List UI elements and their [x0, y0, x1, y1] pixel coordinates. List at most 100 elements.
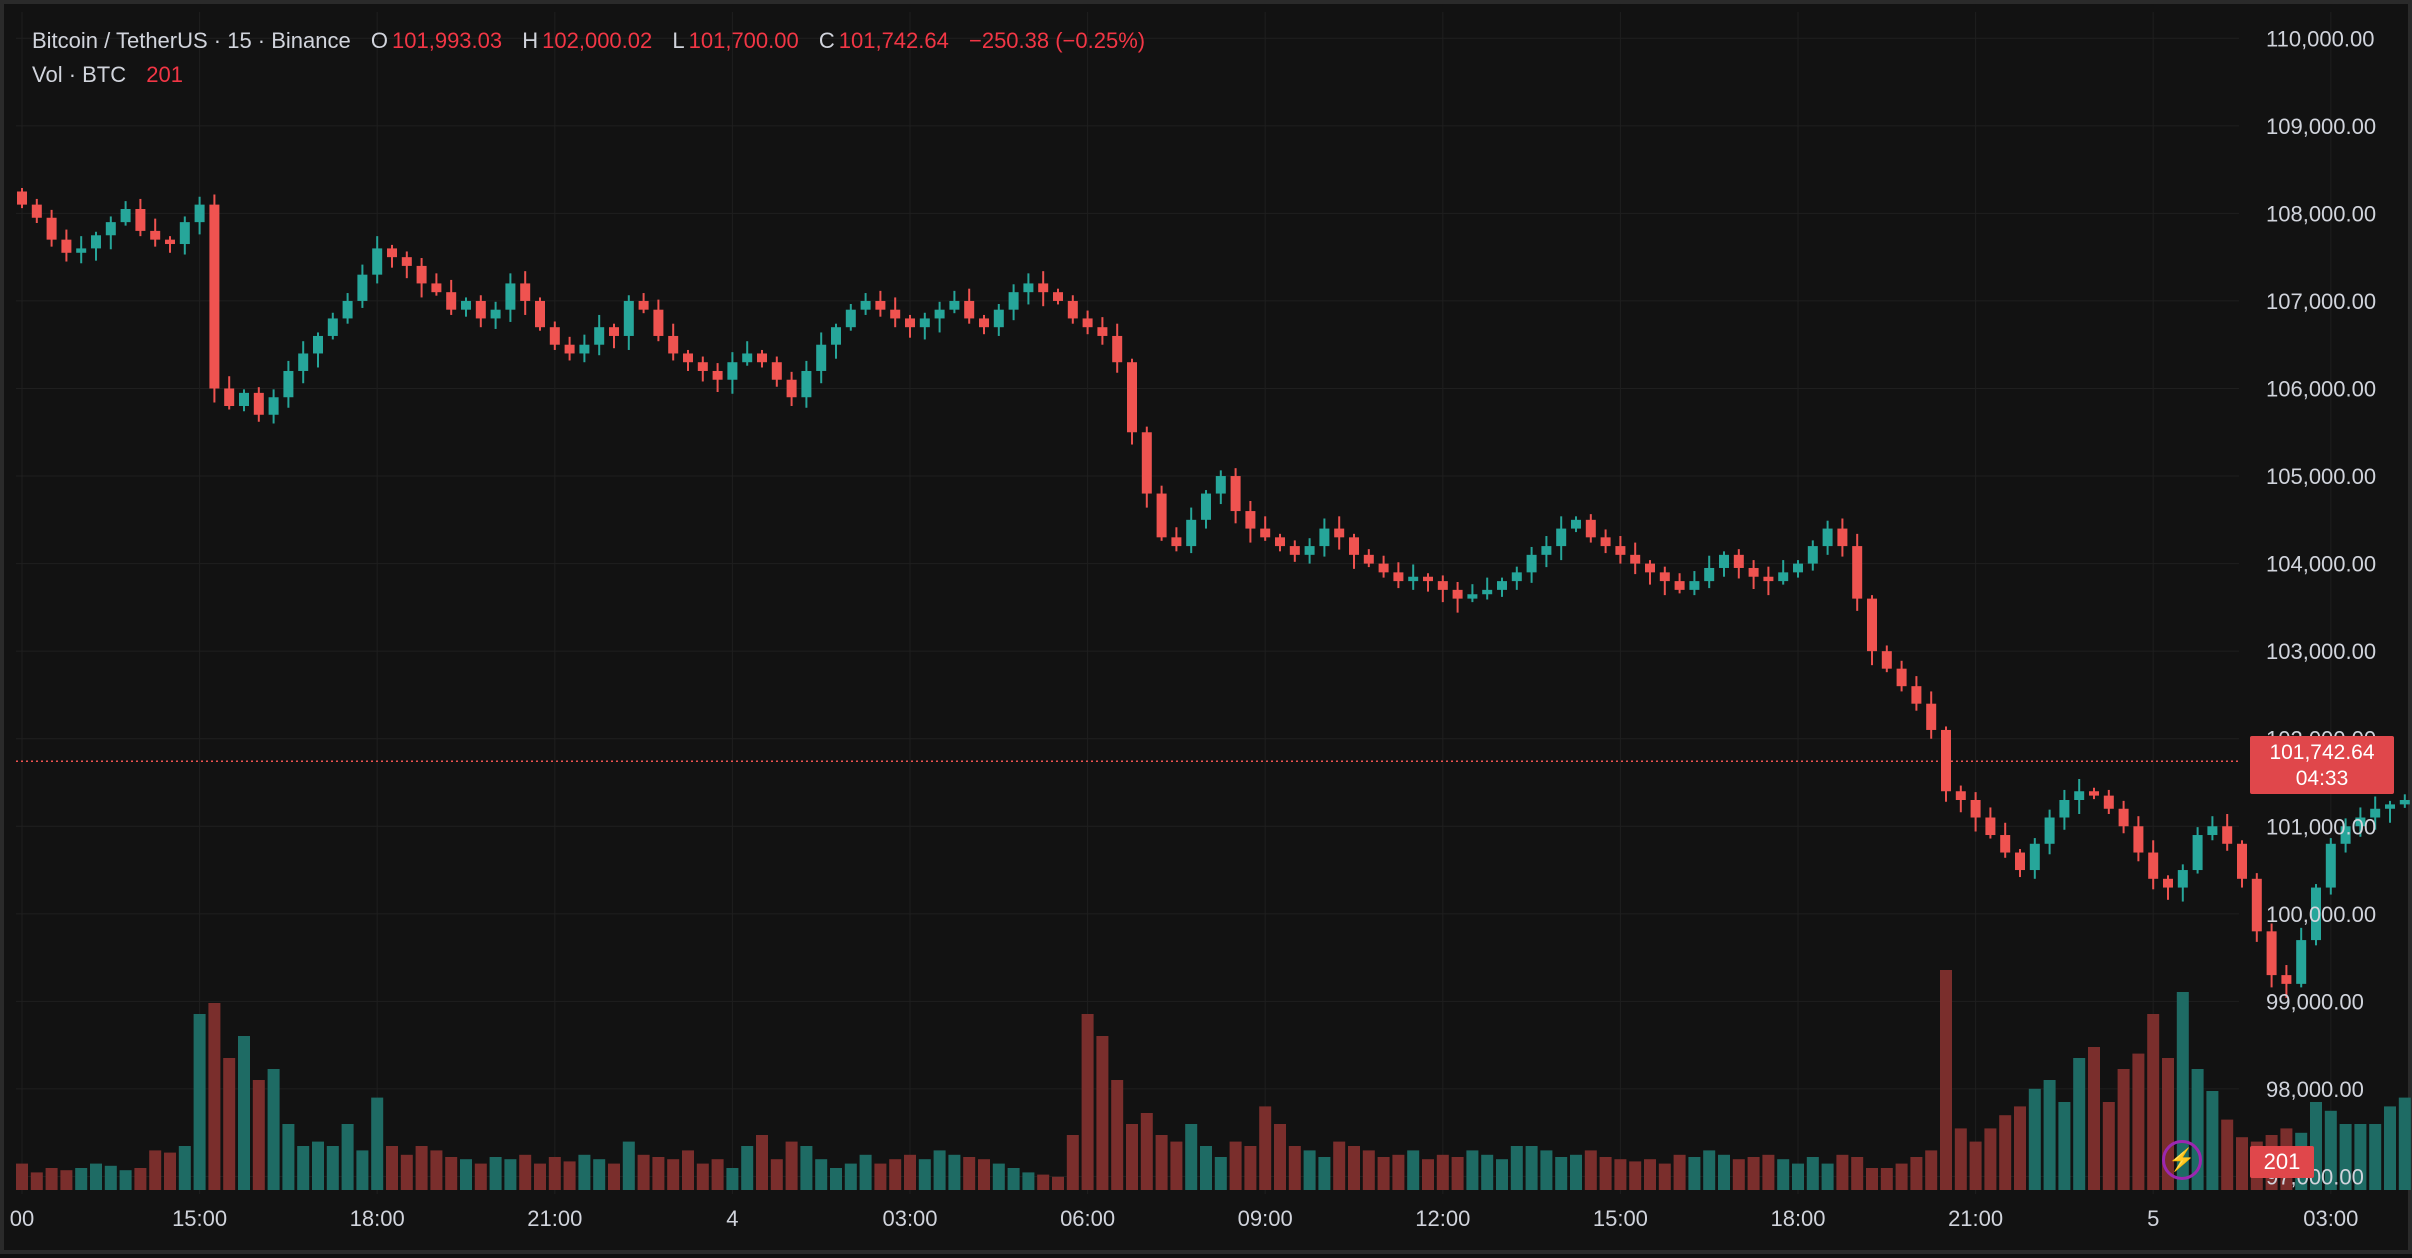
candle-body: [298, 353, 309, 371]
high-value: 102,000.02: [542, 28, 653, 53]
volume-bar: [548, 1157, 561, 1190]
volume-bar: [978, 1159, 990, 1190]
candle-body: [712, 370, 723, 380]
volume-tag: 201: [2250, 1146, 2314, 1178]
change-value: −250.38 (−0.25%): [968, 28, 1146, 53]
candle-body: [46, 217, 57, 240]
volume-bar: [1052, 1176, 1064, 1190]
volume-bar: [785, 1141, 798, 1190]
candle-body: [1038, 283, 1049, 293]
candle-body: [2207, 826, 2218, 836]
volume-bar: [1407, 1150, 1420, 1190]
candle-body: [1615, 546, 1626, 555]
candle-body: [549, 327, 560, 345]
candle-body: [2103, 795, 2114, 809]
candle-body: [875, 300, 886, 310]
candle-body: [979, 318, 989, 328]
candle-body: [1881, 651, 1892, 669]
candle-body: [120, 209, 131, 223]
volume-bar: [637, 1154, 650, 1190]
candle-body: [2296, 940, 2307, 984]
candle-body: [1423, 576, 1433, 582]
time-tick-label: 15:00: [1593, 1206, 1648, 1231]
volume-bar: [1037, 1174, 1050, 1190]
volume-bar: [119, 1170, 132, 1190]
candle-body: [2222, 826, 2233, 844]
volume-bar: [1214, 1157, 1227, 1190]
volume-bar: [208, 1003, 221, 1190]
volume-bar: [297, 1146, 310, 1190]
candle-body: [535, 300, 545, 328]
candle-body: [401, 257, 412, 266]
volume-bar: [400, 1154, 413, 1190]
volume-bar: [1940, 970, 1952, 1190]
time-tick-label: 09:00: [1238, 1206, 1293, 1231]
candle-body: [1230, 476, 1241, 512]
volume-bar: [460, 1159, 472, 1190]
candle-body: [1053, 292, 1063, 301]
volume-bar: [815, 1159, 828, 1190]
candle-body: [2311, 887, 2321, 941]
time-axis[interactable]: 00 15:00 18:00 21:00 4 03:00 06:00 09:00 12:00 15…: [10, 1206, 2412, 1231]
volume-bar: [386, 1146, 398, 1190]
price-tick-label: 98,000.00: [2266, 1077, 2364, 1102]
candle-body: [964, 300, 975, 319]
volume-bar: [149, 1150, 162, 1190]
candle-body: [209, 204, 220, 389]
candle-body: [1349, 537, 1359, 555]
volume-bar: [1288, 1146, 1301, 1190]
candle-body: [1437, 581, 1448, 590]
volume-bar: [1614, 1159, 1627, 1190]
volume-bar: [2354, 1124, 2367, 1190]
volume-bar: [1658, 1163, 1671, 1190]
candle-body: [919, 318, 930, 328]
candle-body: [1304, 546, 1315, 555]
candle-body: [105, 222, 116, 236]
candle-body: [416, 265, 427, 284]
volume-bar: [904, 1154, 916, 1190]
candle-body: [2325, 843, 2336, 888]
volume-bars: [16, 970, 2411, 1190]
candle-body: [1778, 572, 1789, 582]
volume-bar: [1140, 1113, 1153, 1190]
volume-label[interactable]: Vol · BTC: [32, 62, 127, 87]
symbol-title[interactable]: Bitcoin / TetherUS · 15 · Binance: [32, 28, 351, 53]
volume-bar: [756, 1135, 768, 1190]
volume-bar: [2058, 1102, 2071, 1190]
candle-body: [2074, 791, 2085, 800]
candle-body: [2266, 931, 2277, 976]
candle-body: [342, 300, 353, 319]
candle-body: [653, 309, 664, 336]
volume-bar: [1081, 1014, 1094, 1190]
candle-body: [1541, 546, 1552, 555]
candle-body: [1748, 567, 1759, 577]
candle-body: [1704, 567, 1715, 582]
candle-body: [1837, 528, 1848, 547]
price-chart[interactable]: 110,000.00 109,000.00 108,000.00 107,000.00…: [4, 4, 2412, 1258]
volume-bar: [2339, 1124, 2352, 1190]
candle-body: [1141, 432, 1152, 494]
candle-body: [1319, 528, 1330, 547]
candle-body: [327, 318, 338, 336]
candle-body: [1467, 594, 1478, 599]
candle-body: [1260, 528, 1271, 538]
candle-body: [1645, 563, 1655, 573]
volume-bar: [992, 1163, 1005, 1190]
volume-bar: [2117, 1069, 2130, 1190]
volume-bar: [1762, 1154, 1775, 1190]
volume-bar: [741, 1146, 754, 1190]
bar-countdown: 04:33: [2295, 767, 2349, 790]
volume-bar: [1821, 1163, 1834, 1190]
close-value: 101,742.64: [838, 28, 949, 53]
candle-body: [1393, 572, 1404, 582]
time-tick-label: 21:00: [1948, 1206, 2003, 1231]
candle-body: [2370, 808, 2381, 818]
price-axis[interactable]: 110,000.00 109,000.00 108,000.00 107,000.00…: [2266, 26, 2376, 1189]
volume-bar: [1348, 1146, 1360, 1190]
candlesticks: [17, 187, 2410, 998]
candle-body: [2059, 800, 2070, 818]
volume-bar: [356, 1150, 369, 1190]
lightning-bolt-icon[interactable]: ⚡: [2162, 1140, 2202, 1180]
volume-bar: [430, 1150, 443, 1190]
